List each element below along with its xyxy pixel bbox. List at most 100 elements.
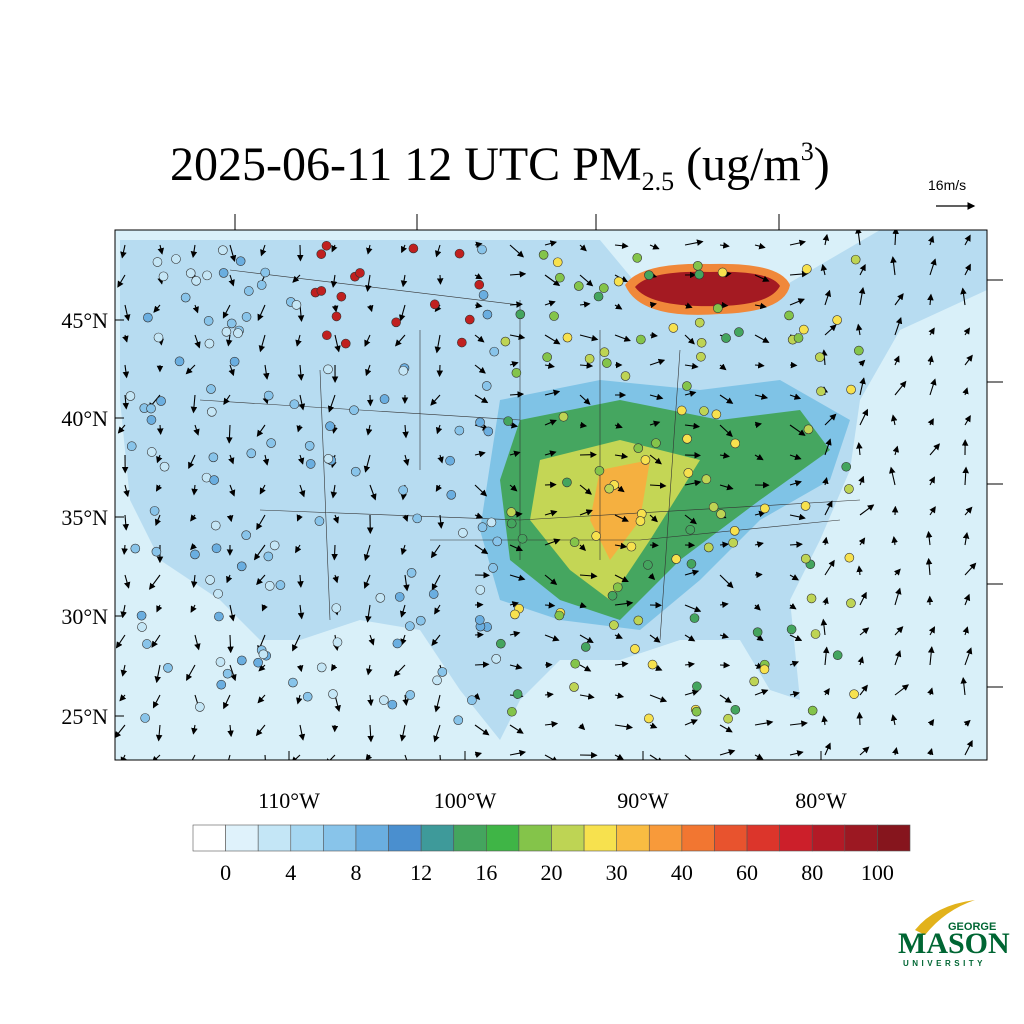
station — [458, 528, 468, 538]
station — [786, 624, 797, 635]
wind-arrow — [117, 424, 126, 434]
wind-arrow — [402, 514, 409, 522]
wind-arrow — [890, 256, 897, 276]
station — [640, 455, 651, 465]
wind-arrow — [927, 418, 934, 426]
wind-arrow — [964, 647, 973, 666]
wind-arrow — [859, 504, 875, 516]
wind-arrow — [578, 723, 586, 731]
station — [215, 657, 226, 667]
colorbar-label: 12 — [410, 860, 432, 885]
wind-arrow — [754, 393, 769, 400]
station — [202, 270, 212, 281]
station — [803, 424, 814, 435]
wind-arrow — [614, 452, 629, 460]
station — [806, 593, 817, 604]
station — [800, 501, 811, 511]
station — [454, 425, 465, 436]
wind-arrow — [789, 453, 802, 460]
station — [599, 283, 609, 293]
station — [849, 689, 859, 699]
station — [799, 324, 809, 335]
wind-arrow — [962, 466, 969, 486]
station — [142, 639, 152, 649]
wind-arrow — [820, 618, 828, 636]
wind-arrow — [400, 634, 407, 646]
wind-arrow — [474, 301, 483, 309]
station — [218, 268, 229, 278]
wind-arrow — [544, 274, 561, 287]
wind-arrow — [684, 604, 702, 613]
station — [216, 679, 227, 690]
station — [126, 441, 137, 452]
wind-arrow — [544, 510, 558, 517]
wind-arrow — [226, 514, 234, 523]
wind-arrow — [789, 690, 800, 698]
wind-arrow — [579, 693, 595, 700]
wind-arrow — [330, 484, 338, 499]
station — [692, 261, 703, 271]
wind-arrow — [925, 557, 933, 576]
wind-arrow — [856, 711, 863, 726]
station — [244, 286, 254, 296]
wind-arrow — [754, 510, 766, 518]
wind-arrow — [474, 394, 489, 404]
station — [316, 249, 327, 259]
station — [246, 448, 257, 459]
station — [474, 279, 485, 290]
station — [236, 561, 247, 572]
wind-arrow — [156, 604, 163, 613]
wind-arrow — [754, 689, 769, 696]
station — [759, 664, 770, 675]
station — [492, 536, 503, 547]
station — [643, 560, 653, 570]
station — [503, 416, 513, 426]
wind-arrow — [963, 327, 971, 336]
latitude-label: 25°N — [61, 704, 108, 729]
station — [149, 506, 160, 516]
wind-arrow — [822, 646, 830, 666]
wind-arrow — [363, 544, 371, 562]
station — [454, 248, 465, 259]
wind-arrow — [544, 240, 558, 247]
wind-arrow — [331, 244, 338, 253]
wind-arrow — [253, 544, 266, 561]
wind-arrow — [509, 391, 525, 398]
wind-arrow — [789, 239, 806, 247]
wind-arrow — [334, 334, 341, 353]
station — [375, 593, 386, 603]
wind-arrow — [122, 334, 129, 343]
wind-arrow — [892, 445, 900, 456]
wind-arrow — [754, 334, 770, 343]
station — [478, 290, 489, 300]
station — [316, 662, 327, 673]
station — [392, 638, 403, 649]
station — [482, 309, 493, 320]
colorbar-box — [648, 824, 683, 852]
station — [477, 244, 487, 255]
station — [510, 609, 520, 620]
wind-arrow — [789, 513, 806, 521]
wind-arrow — [297, 574, 304, 588]
station — [475, 585, 486, 595]
station — [506, 507, 517, 517]
wind-arrow — [754, 302, 767, 310]
station — [713, 303, 723, 314]
wind-arrow — [964, 506, 973, 516]
wind-arrow — [364, 334, 371, 347]
station — [810, 629, 821, 639]
station — [570, 658, 581, 669]
wind-arrow — [257, 694, 266, 704]
station — [235, 256, 246, 266]
wind-arrow — [789, 424, 806, 436]
wind-arrow — [927, 293, 934, 306]
wind-arrow — [579, 394, 591, 405]
colorbar-label: 100 — [861, 860, 894, 885]
wind-arrow — [890, 714, 898, 726]
reference-vector-label: 16m/s — [928, 177, 966, 193]
station — [405, 690, 416, 700]
wind-arrow — [228, 754, 231, 760]
wind-arrow — [544, 634, 560, 642]
station — [406, 568, 417, 578]
station — [506, 518, 517, 529]
